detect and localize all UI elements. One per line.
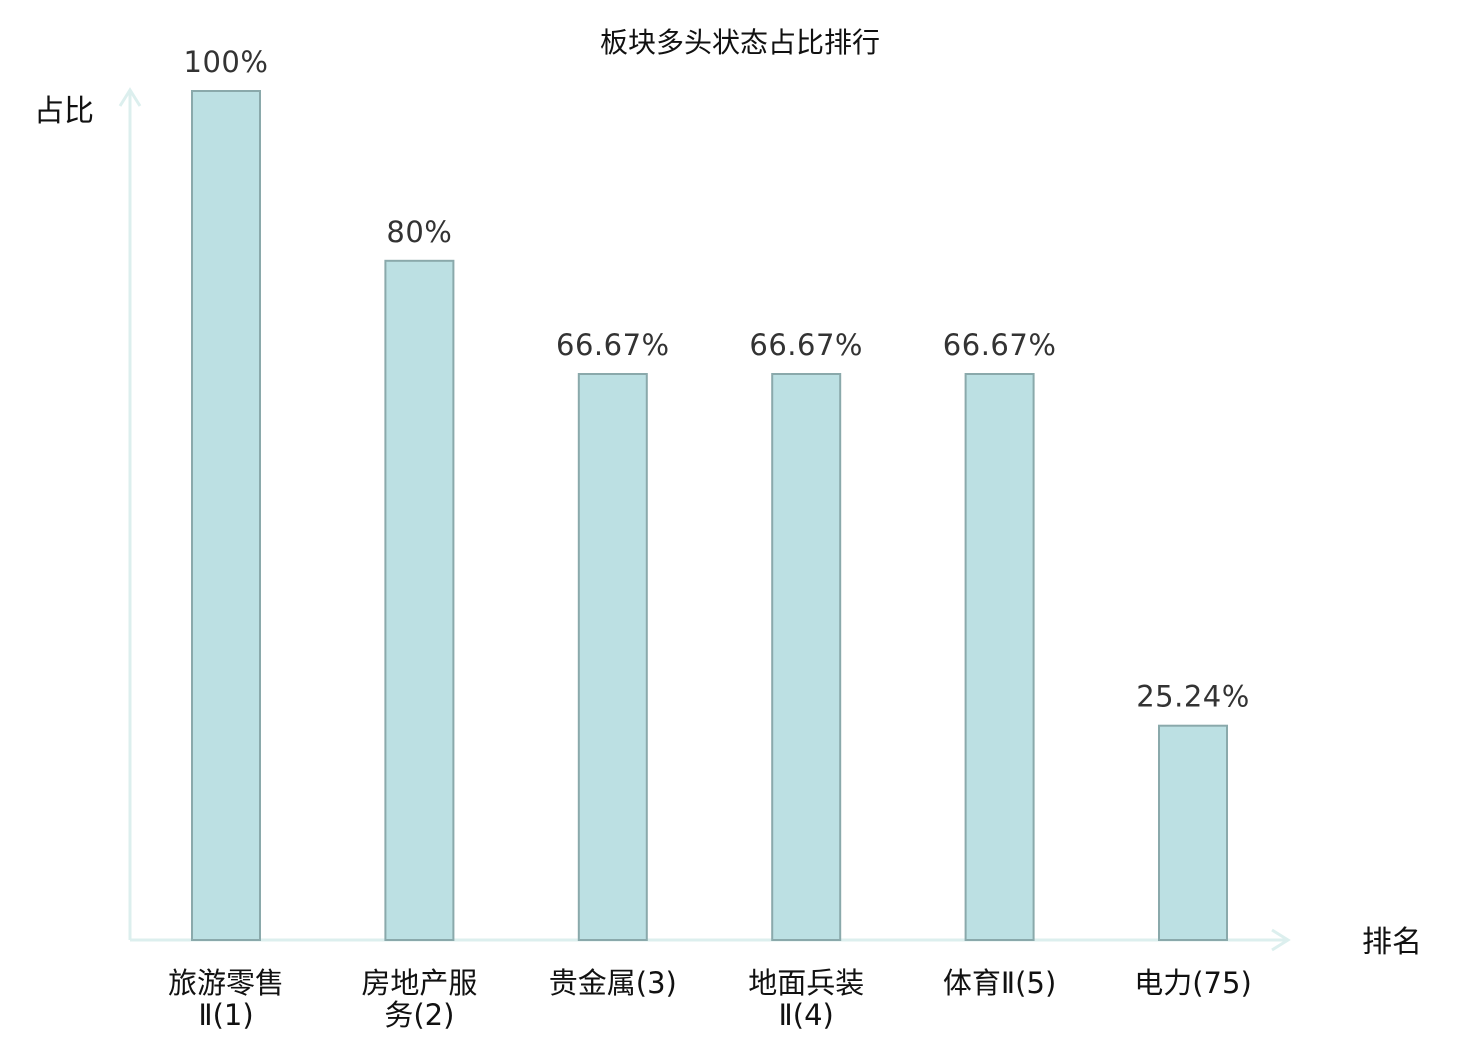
category-label-4-line-1: 地面兵装 xyxy=(748,966,864,1000)
value-label-2: 80% xyxy=(386,215,452,249)
category-label-4-line-2: Ⅱ(4) xyxy=(779,998,834,1032)
category-label-6-line-1: 电力(75) xyxy=(1134,966,1252,1000)
bar-2 xyxy=(384,259,455,941)
category-label-1-line-2: Ⅱ(1) xyxy=(198,998,253,1032)
x-axis-arrow xyxy=(1271,928,1291,952)
bar-3 xyxy=(577,373,648,941)
bar-6 xyxy=(1158,724,1228,942)
value-label-1: 100% xyxy=(184,45,269,79)
chart-title: 板块多头状态占比排行 xyxy=(600,26,880,59)
value-label-5: 66.67% xyxy=(943,328,1057,362)
category-label-5-line-1: 体育Ⅱ(5) xyxy=(943,966,1056,1000)
value-label-6: 25.24% xyxy=(1136,680,1250,714)
category-label-2-line-2: 务(2) xyxy=(384,998,454,1032)
bar-4 xyxy=(771,373,842,941)
bar-1 xyxy=(191,90,261,941)
category-label-2-line-1: 房地产服 xyxy=(361,966,477,1000)
y-axis-label: 占比 xyxy=(34,94,94,129)
axes xyxy=(118,87,1291,952)
category-label-3-line-1: 贵金属(3) xyxy=(549,966,677,1000)
bars-group xyxy=(191,90,1228,942)
bar-5 xyxy=(964,373,1035,941)
y-axis-arrow xyxy=(118,87,142,107)
x-axis-label: 排名 xyxy=(1362,925,1422,960)
value-label-4: 66.67% xyxy=(749,328,863,362)
value-labels-group: 100% 80% 66.67% 66.67% 66.67% 25.24% xyxy=(184,45,1250,714)
category-label-1-line-1: 旅游零售 xyxy=(168,966,284,1000)
value-label-3: 66.67% xyxy=(556,328,670,362)
